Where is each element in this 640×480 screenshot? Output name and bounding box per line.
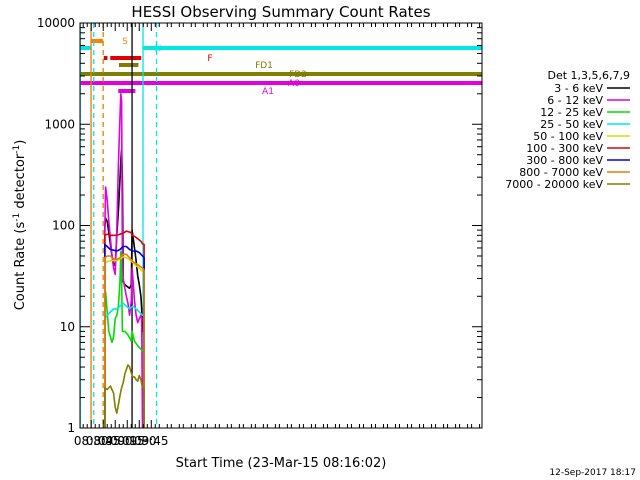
series-25-50-kev <box>104 302 145 428</box>
y-tick-label: 100 <box>52 219 75 233</box>
legend-label-6-12-kev: 6 - 12 keV <box>547 94 603 107</box>
legend-label-800-7000-kev: 800 - 7000 keV <box>519 166 603 179</box>
legend-label-100-300-kev: 100 - 300 keV <box>526 142 603 155</box>
series-50-100-kev <box>104 256 145 428</box>
series-100-300-kev <box>104 230 145 428</box>
flag-label-fd2: FD2 <box>289 70 307 80</box>
x-tick-label: 09:00 <box>98 434 133 448</box>
y-axis-label-main: Count Rate (s <box>13 222 28 311</box>
flag-label-a0: A0 <box>288 79 300 89</box>
x-tick-label: 09:30 <box>122 434 157 448</box>
flag-label-s: S <box>122 37 128 47</box>
flag-label-a1: A1 <box>262 87 274 97</box>
y-axis-label-sup2: -1 <box>12 145 22 154</box>
x-axis-label: Start Time (23-Mar-15 08:16:02) <box>176 456 387 471</box>
y-tick-label: 1000 <box>44 117 75 131</box>
legend-label-3-6-kev: 3 - 6 keV <box>554 82 603 95</box>
legend-label-300-800-kev: 300 - 800 keV <box>526 154 603 167</box>
flag-label-fd1: FD1 <box>255 61 273 71</box>
legend-title: Det 1,3,5,6,7,9 <box>547 69 630 82</box>
series-7000-20000-kev <box>104 364 145 428</box>
y-tick-label: 10 <box>60 320 75 334</box>
x-tick-label: 08:30 <box>74 434 109 448</box>
chart-title: HESSI Observing Summary Count Rates <box>131 3 430 21</box>
legend-label-50-100-kev: 50 - 100 keV <box>533 130 603 143</box>
y-tick-label: 10000 <box>37 16 75 30</box>
legend-label-7000-20000-kev: 7000 - 20000 keV <box>505 178 603 191</box>
y-axis-label-mid: detector <box>13 153 28 213</box>
series-300-800-kev <box>104 243 145 428</box>
x-tick-label: 08:45 <box>86 434 121 448</box>
x-tick-label: 09:45 <box>134 434 169 448</box>
series-12-25-kev <box>104 251 145 428</box>
y-axis-label-end: ) <box>13 140 28 145</box>
axes: 1 10 100 1000 10000 08:3008:4509:0009:1509:30… <box>37 16 482 448</box>
flag-label-f: F <box>207 54 212 64</box>
y-axis-label: Count Rate (s-1 detector-1) <box>12 140 28 311</box>
y-tick-label: 1 <box>67 421 75 435</box>
date-stamp: 12-Sep-2017 18:17 <box>549 468 636 478</box>
series-800-7000-kev <box>104 253 145 428</box>
y-axis-label-sup1: -1 <box>12 213 22 222</box>
legend-label-12-25-kev: 12 - 25 keV <box>540 106 603 119</box>
flag-label-n: N <box>155 44 162 54</box>
x-tick-label: 09:15 <box>110 434 145 448</box>
series-lines <box>104 93 145 429</box>
legend-label-25-50-kev: 25 - 50 keV <box>540 118 603 131</box>
